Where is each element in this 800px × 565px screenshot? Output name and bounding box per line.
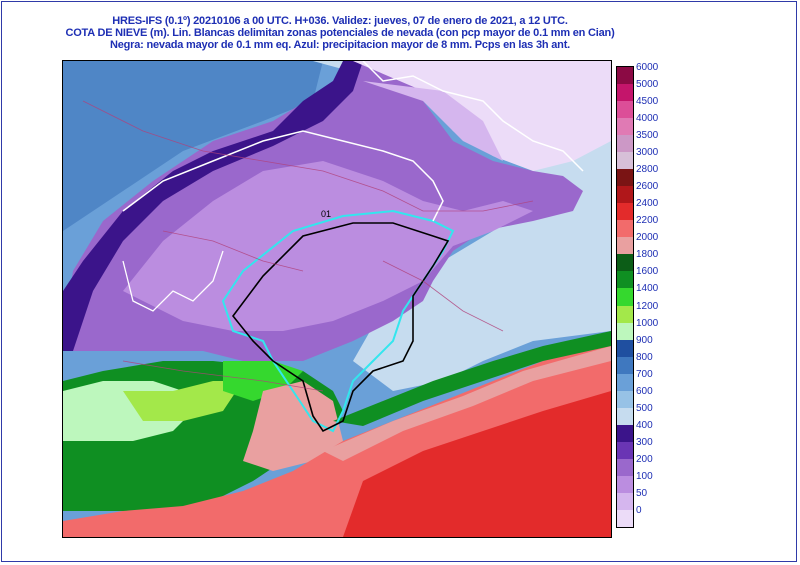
legend-swatch xyxy=(617,271,633,289)
legend-label: 1800 xyxy=(636,249,659,261)
legend-swatch xyxy=(617,356,633,375)
snowfall-black-contour xyxy=(231,222,450,433)
legend-label: 100 xyxy=(636,470,653,482)
legend-swatch xyxy=(617,186,633,204)
legend-swatch xyxy=(617,424,633,443)
legend-label: 3500 xyxy=(636,130,659,142)
legend-labels: 6000 5000 4500 4000 3500 3000 2800 2600 2400 2200… xyxy=(636,62,676,532)
legend-swatch xyxy=(617,288,633,306)
purple-core xyxy=(123,161,533,331)
legend-label: 4000 xyxy=(636,113,659,125)
legend-label: 1200 xyxy=(636,300,659,312)
legend-swatch xyxy=(617,135,633,153)
legend-label: 50 xyxy=(636,487,648,499)
legend-label: 1600 xyxy=(636,266,659,278)
snow-zone-white-contour-3 xyxy=(122,250,224,312)
legend-label: 2800 xyxy=(636,164,659,176)
legend-label: 700 xyxy=(636,368,653,380)
lilac-zone xyxy=(363,81,503,161)
title-line-2: COTA DE NIEVE (m). Lin. Blancas delimita… xyxy=(65,27,615,39)
legend-swatch xyxy=(617,458,633,477)
legend-label: 4500 xyxy=(636,96,659,108)
lightgreen-zone xyxy=(123,381,243,421)
legend-label: 300 xyxy=(636,436,653,448)
legend-label: 0 xyxy=(636,504,642,516)
legend-swatch xyxy=(617,203,633,221)
legend-label: 2000 xyxy=(636,232,659,244)
legend-swatch xyxy=(617,101,633,119)
legend-swatch xyxy=(617,509,633,528)
legend-label: 900 xyxy=(636,334,653,346)
atlantic-blue-zone xyxy=(63,61,323,231)
legend-label: 800 xyxy=(636,351,653,363)
legend-swatch xyxy=(617,339,633,358)
contour-label: 01 xyxy=(321,209,331,219)
legend-swatch xyxy=(617,373,633,392)
legend-label: 2400 xyxy=(636,198,659,210)
snow-zone-white-contour xyxy=(122,130,444,222)
legend-label: 5000 xyxy=(636,79,659,91)
legend-swatch xyxy=(617,220,633,238)
legend-label: 1400 xyxy=(636,283,659,295)
legend-label: 6000 xyxy=(636,62,659,73)
salmon-band xyxy=(323,346,611,461)
map-title: HRES-IFS (0.1º) 20210106 a 00 UTC. H+036… xyxy=(0,15,680,51)
title-line-1: HRES-IFS (0.1º) 20210106 a 00 UTC. H+036… xyxy=(112,15,568,27)
legend-label: 600 xyxy=(636,385,653,397)
legend-swatch xyxy=(617,237,633,255)
legend-label: 3000 xyxy=(636,147,659,159)
legend-swatch xyxy=(617,492,633,511)
legend-label: 2200 xyxy=(636,215,659,227)
color-legend xyxy=(616,66,634,528)
title-line-3: Negra: nevada mayor de 0.1 mm eq. Azul: … xyxy=(109,39,571,51)
green-coast-band xyxy=(333,331,611,426)
legend-swatch xyxy=(617,67,633,85)
border-lines xyxy=(82,100,534,392)
snow-level-map: 01 xyxy=(62,60,612,538)
legend-label: 500 xyxy=(636,402,653,414)
deep-red-zone xyxy=(343,391,611,537)
legend-swatch xyxy=(617,169,633,187)
legend-swatch xyxy=(617,441,633,460)
pink-zone xyxy=(243,381,343,471)
dark-purple-band xyxy=(63,61,363,351)
legend-swatch xyxy=(617,152,633,170)
snowfall-cyan-contour xyxy=(221,209,455,433)
legend-swatch xyxy=(617,407,633,426)
snow-zone-white-contour-2 xyxy=(362,61,584,172)
legend-label: 400 xyxy=(636,419,653,431)
legend-swatch xyxy=(617,322,633,341)
legend-swatch xyxy=(617,305,633,324)
legend-label: 1000 xyxy=(636,317,659,329)
legend-swatch xyxy=(617,118,633,136)
legend-label: 2600 xyxy=(636,181,659,193)
legend-swatch xyxy=(617,390,633,409)
legend-swatch xyxy=(617,475,633,494)
legend-label: 200 xyxy=(636,453,653,465)
legend-swatch xyxy=(617,254,633,272)
legend-swatch xyxy=(617,84,633,102)
